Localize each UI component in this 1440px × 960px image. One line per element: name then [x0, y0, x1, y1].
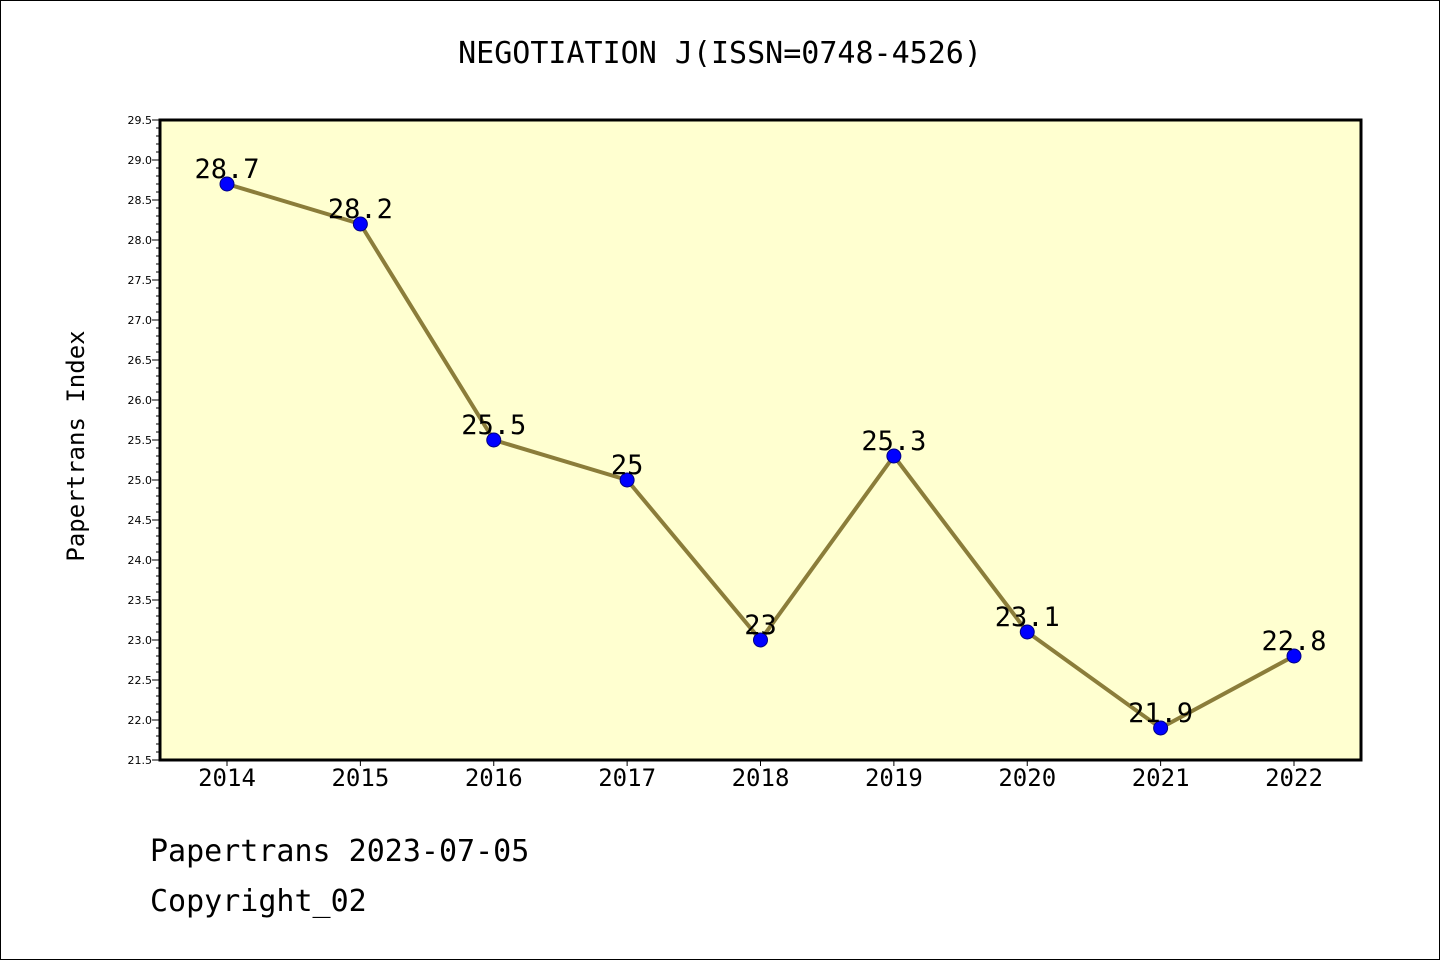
y-tick-label: 28.0	[128, 234, 153, 247]
data-label: 28.2	[328, 194, 393, 225]
data-point	[486, 432, 502, 448]
data-point	[753, 632, 768, 648]
x-tick-label: 2018	[732, 764, 790, 792]
y-tick-label: 22.5	[128, 674, 153, 687]
y-tick-label: 23.5	[128, 594, 153, 607]
data-label: 23	[744, 610, 777, 641]
y-tick-label: 29.5	[128, 114, 153, 127]
footer-date: Papertrans 2023-07-05	[150, 834, 530, 869]
y-tick-label: 27.5	[128, 274, 153, 287]
data-label: 25.3	[861, 426, 926, 457]
data-label: 25.5	[461, 410, 526, 441]
y-tick-label: 24.5	[128, 514, 153, 527]
x-tick-label: 2015	[331, 764, 389, 792]
data-label: 25	[611, 450, 644, 481]
data-point	[886, 448, 902, 464]
y-tick-label: 26.5	[128, 354, 153, 367]
chart-title: NEGOTIATION J(ISSN=0748-4526)	[458, 36, 982, 71]
x-tick-label: 2016	[465, 764, 523, 792]
y-tick-label: 26.0	[128, 394, 153, 407]
x-tick-label: 2014	[198, 764, 256, 792]
footer-copyright: Copyright_02	[150, 884, 367, 919]
x-tick-label: 2022	[1265, 764, 1323, 792]
data-label: 23.1	[995, 602, 1060, 633]
y-tick-label: 25.5	[128, 434, 153, 447]
y-tick-label: 28.5	[128, 194, 153, 207]
data-point	[219, 176, 235, 192]
data-label: 21.9	[1128, 698, 1193, 729]
y-tick-label: 24.0	[128, 554, 153, 567]
y-tick-label: 27.0	[128, 314, 153, 327]
x-tick-label: 2020	[998, 764, 1056, 792]
x-tick-label: 2017	[598, 764, 656, 792]
data-point	[1286, 648, 1302, 664]
plot-border	[158, 118, 1363, 762]
data-point	[352, 216, 368, 232]
y-tick-label: 22.0	[128, 714, 153, 727]
data-point	[1019, 624, 1035, 640]
y-tick-label: 21.5	[128, 754, 153, 767]
data-label: 28.7	[194, 154, 259, 185]
data-label: 22.8	[1261, 626, 1326, 657]
x-tick-label: 2019	[865, 764, 923, 792]
data-point	[619, 472, 635, 488]
data-point	[1153, 720, 1169, 736]
x-tick-label: 2021	[1132, 764, 1190, 792]
y-tick-label: 29.0	[128, 154, 153, 167]
y-tick-label: 23.0	[128, 634, 153, 647]
y-tick-label: 25.0	[128, 474, 153, 487]
